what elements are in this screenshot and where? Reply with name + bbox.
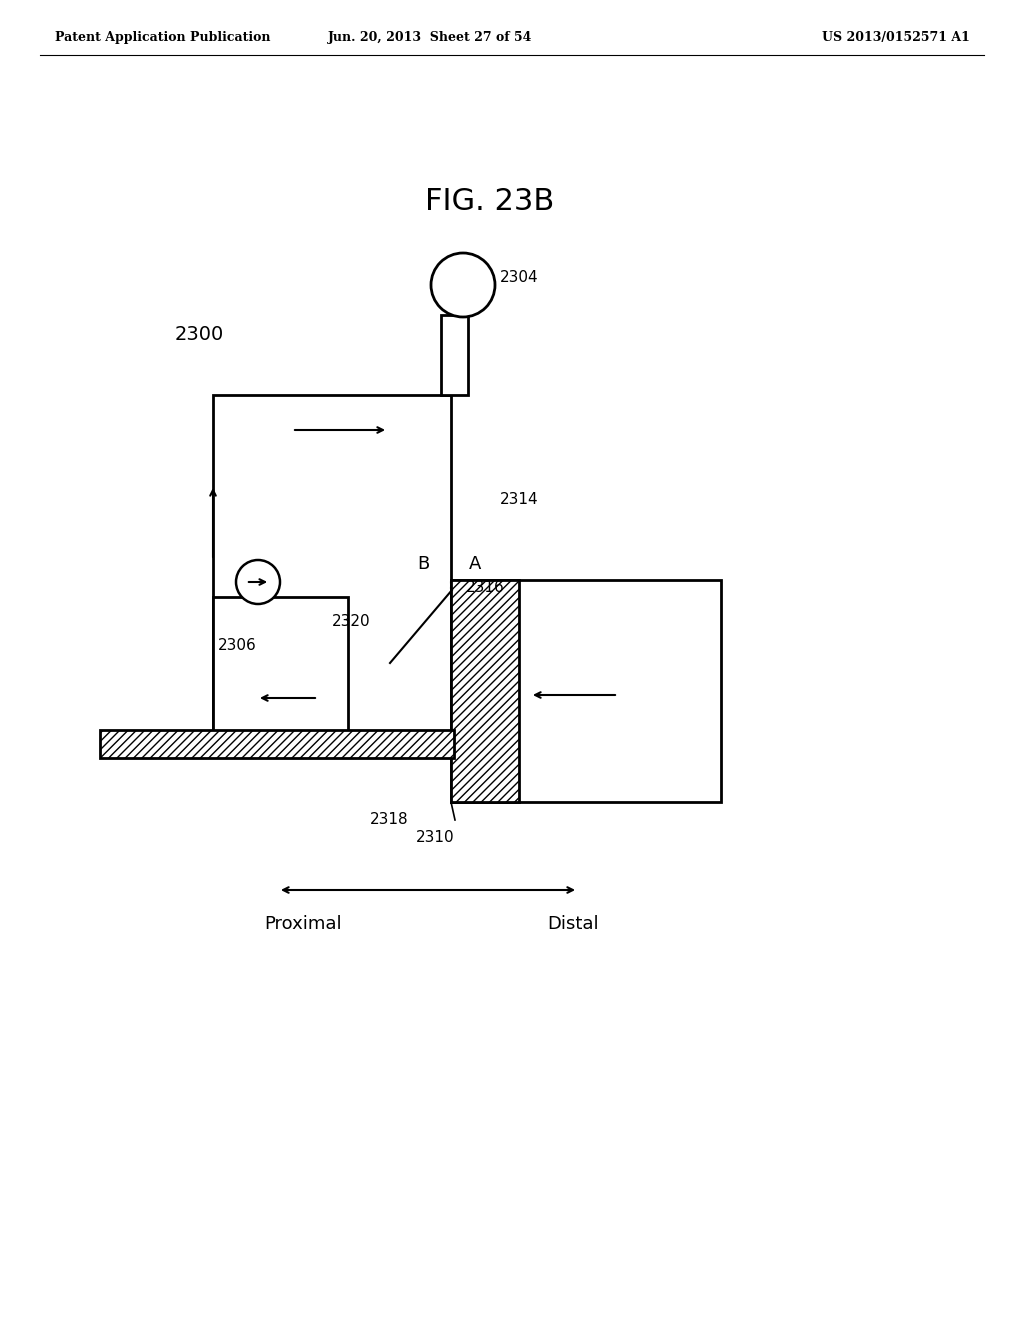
Text: 2310: 2310 (416, 830, 455, 845)
Text: 2314: 2314 (500, 492, 539, 507)
Text: 2316: 2316 (466, 579, 505, 595)
Text: 2320: 2320 (332, 615, 371, 630)
Circle shape (431, 253, 495, 317)
Bar (451, 579, 721, 803)
Text: 2300: 2300 (175, 326, 224, 345)
Text: B: B (417, 554, 429, 573)
Bar (441, 315, 468, 395)
Text: Jun. 20, 2013  Sheet 27 of 54: Jun. 20, 2013 Sheet 27 of 54 (328, 32, 532, 45)
Bar (213, 395, 451, 733)
Text: 2304: 2304 (500, 271, 539, 285)
Text: 2318: 2318 (370, 812, 409, 828)
Text: A: A (469, 554, 481, 573)
Text: Proximal: Proximal (264, 915, 342, 933)
Bar (213, 597, 348, 733)
Bar (451, 579, 519, 803)
Bar (100, 730, 454, 758)
Text: Patent Application Publication: Patent Application Publication (55, 32, 270, 45)
Text: Distal: Distal (547, 915, 599, 933)
Text: 2306: 2306 (218, 638, 257, 652)
Text: US 2013/0152571 A1: US 2013/0152571 A1 (822, 32, 970, 45)
Circle shape (236, 560, 280, 605)
Text: FIG. 23B: FIG. 23B (425, 187, 555, 216)
